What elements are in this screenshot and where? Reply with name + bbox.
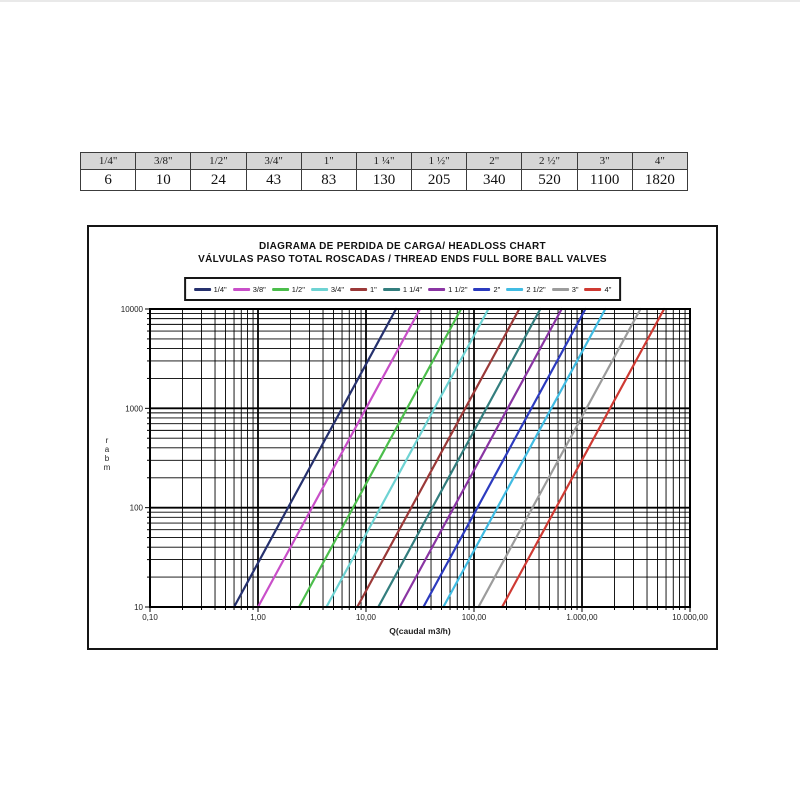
plot-area: 0,10 1,00 10,00 100,00 1.000,00 10.000,00 10 10… bbox=[104, 305, 709, 636]
legend-line-swatch bbox=[473, 287, 491, 291]
legend-item: 2" bbox=[471, 285, 504, 294]
legend-item: 3" bbox=[549, 285, 582, 294]
legend-item: 1 1/2" bbox=[425, 285, 470, 294]
headloss-chart: DIAGRAMA DE PERDIDA DE CARGA/ HEADLOSS C… bbox=[87, 225, 718, 650]
legend-label: 4" bbox=[604, 284, 612, 294]
legend-item: 1/2" bbox=[269, 285, 308, 294]
legend-item: 3/4" bbox=[308, 285, 347, 294]
x-axis-tick-label: 1,00 bbox=[250, 613, 266, 622]
series-line bbox=[442, 307, 607, 609]
kv-header-cell: 2 ½" bbox=[521, 152, 578, 170]
kv-value-cell: 1100 bbox=[576, 169, 633, 191]
legend-label: 1 1/2" bbox=[448, 284, 468, 294]
kv-value-cell: 83 bbox=[300, 169, 357, 191]
series-line bbox=[500, 307, 666, 609]
kv-value-cell: 10 bbox=[135, 169, 192, 191]
legend-item: 1" bbox=[347, 285, 380, 294]
kv-value-cell: 43 bbox=[245, 169, 302, 191]
series-line bbox=[356, 307, 521, 609]
chart-title-line1: DIAGRAMA DE PERDIDA DE CARGA/ HEADLOSS C… bbox=[259, 241, 546, 252]
x-axis-tick-label: 10.000,00 bbox=[672, 613, 708, 622]
legend-item: 2 1/2" bbox=[503, 285, 548, 294]
legend-label: 3/8" bbox=[252, 284, 266, 294]
series-line bbox=[256, 307, 422, 609]
legend-label: 1" bbox=[369, 284, 377, 294]
axis-labels: 0,10 1,00 10,00 100,00 1.000,00 10.000,00 10 10… bbox=[104, 305, 709, 636]
kv-header-cell: 3" bbox=[576, 152, 633, 170]
series-line bbox=[398, 307, 563, 609]
y-axis-tick-label: 10 bbox=[134, 603, 143, 612]
legend-label: 1/2" bbox=[291, 284, 305, 294]
kv-header-cell: 1" bbox=[300, 152, 357, 170]
series-line bbox=[477, 307, 642, 609]
kv-value-cell: 340 bbox=[466, 169, 523, 191]
chart-title-line2: VÁLVULAS PASO TOTAL ROSCADAS / THREAD EN… bbox=[198, 254, 607, 265]
kv-header-cell: 1 ½" bbox=[411, 152, 468, 170]
legend-item: 1/4" bbox=[191, 285, 230, 294]
kv-header-cell: 1/2" bbox=[190, 152, 247, 170]
legend-label: 2" bbox=[493, 284, 501, 294]
kv-table-header-row: 1/4" 3/8" 1/2" 3/4" 1" 1 ¼" 1 ½" 2" 2 ½" 3" 4" bbox=[79, 152, 689, 170]
legend-line-swatch bbox=[584, 287, 602, 291]
x-axis-tick-label: 10,00 bbox=[356, 613, 377, 622]
legend-line-swatch bbox=[193, 287, 211, 291]
kv-value-cell: 205 bbox=[411, 169, 468, 191]
kv-header-cell: 3/4" bbox=[245, 152, 302, 170]
x-axis-tick-label: 100,00 bbox=[462, 613, 487, 622]
top-divider bbox=[0, 0, 800, 2]
kv-table: 1/4" 3/8" 1/2" 3/4" 1" 1 ¼" 1 ½" 2" 2 ½" 3" 4" 6 10… bbox=[79, 152, 689, 191]
series-line bbox=[297, 307, 463, 609]
y-axis-title-char: r bbox=[106, 436, 109, 445]
y-axis-tick-label: 100 bbox=[130, 504, 144, 513]
y-axis-tick-label: 1000 bbox=[125, 404, 143, 413]
kv-header-cell: 1 ¼" bbox=[355, 152, 413, 170]
kv-table-value-row: 6 10 24 43 83 130 205 340 520 1100 1820 bbox=[79, 169, 689, 191]
series-line bbox=[325, 307, 490, 609]
legend-line-swatch bbox=[310, 287, 328, 291]
kv-value-cell: 520 bbox=[521, 169, 578, 191]
x-axis-tick-label: 1.000,00 bbox=[566, 613, 598, 622]
legend-line-swatch bbox=[349, 287, 367, 291]
legend-label: 3" bbox=[571, 284, 579, 294]
legend-line-swatch bbox=[506, 287, 524, 291]
kv-value-cell: 6 bbox=[79, 169, 137, 191]
legend-item: 4" bbox=[582, 285, 615, 294]
legend-label: 1/4" bbox=[213, 284, 227, 294]
kv-value-cell: 24 bbox=[190, 169, 247, 191]
y-axis-title-char: a bbox=[105, 445, 110, 454]
kv-header-cell: 3/8" bbox=[135, 152, 192, 170]
kv-value-cell: 1820 bbox=[631, 169, 689, 191]
y-axis-tick-label: 10000 bbox=[121, 305, 144, 314]
series-line bbox=[422, 307, 587, 609]
legend: 1/4" 3/8" 1/2" 3/4" 1" 1 1/4" 1 1/2" 2" 2 1/2" 3"… bbox=[183, 277, 622, 301]
series-line bbox=[377, 307, 542, 609]
legend-line-swatch bbox=[551, 287, 569, 291]
legend-item: 3/8" bbox=[230, 285, 269, 294]
legend-line-swatch bbox=[428, 287, 446, 291]
legend-line-swatch bbox=[271, 287, 289, 291]
plot-border bbox=[149, 308, 691, 608]
kv-header-cell: 4" bbox=[631, 152, 689, 170]
kv-value-cell: 130 bbox=[355, 169, 413, 191]
legend-label: 2 1/2" bbox=[526, 284, 546, 294]
legend-line-swatch bbox=[232, 287, 250, 291]
x-axis-title: Q(caudal m3/h) bbox=[389, 626, 451, 636]
series-lines bbox=[232, 307, 666, 609]
legend-line-swatch bbox=[382, 287, 400, 291]
chart-title: DIAGRAMA DE PERDIDA DE CARGA/ HEADLOSS C… bbox=[89, 240, 716, 266]
gridlines bbox=[149, 308, 691, 608]
y-axis-title-char: m bbox=[104, 463, 111, 472]
x-axis-tick-label: 0,10 bbox=[142, 613, 158, 622]
legend-label: 1 1/4" bbox=[402, 284, 423, 294]
legend-label: 3/4" bbox=[330, 284, 344, 294]
legend-item: 1 1/4" bbox=[380, 285, 425, 294]
series-line bbox=[232, 307, 398, 609]
kv-header-cell: 1/4" bbox=[79, 152, 137, 170]
y-axis-title-char: b bbox=[105, 454, 110, 463]
kv-header-cell: 2" bbox=[466, 152, 523, 170]
